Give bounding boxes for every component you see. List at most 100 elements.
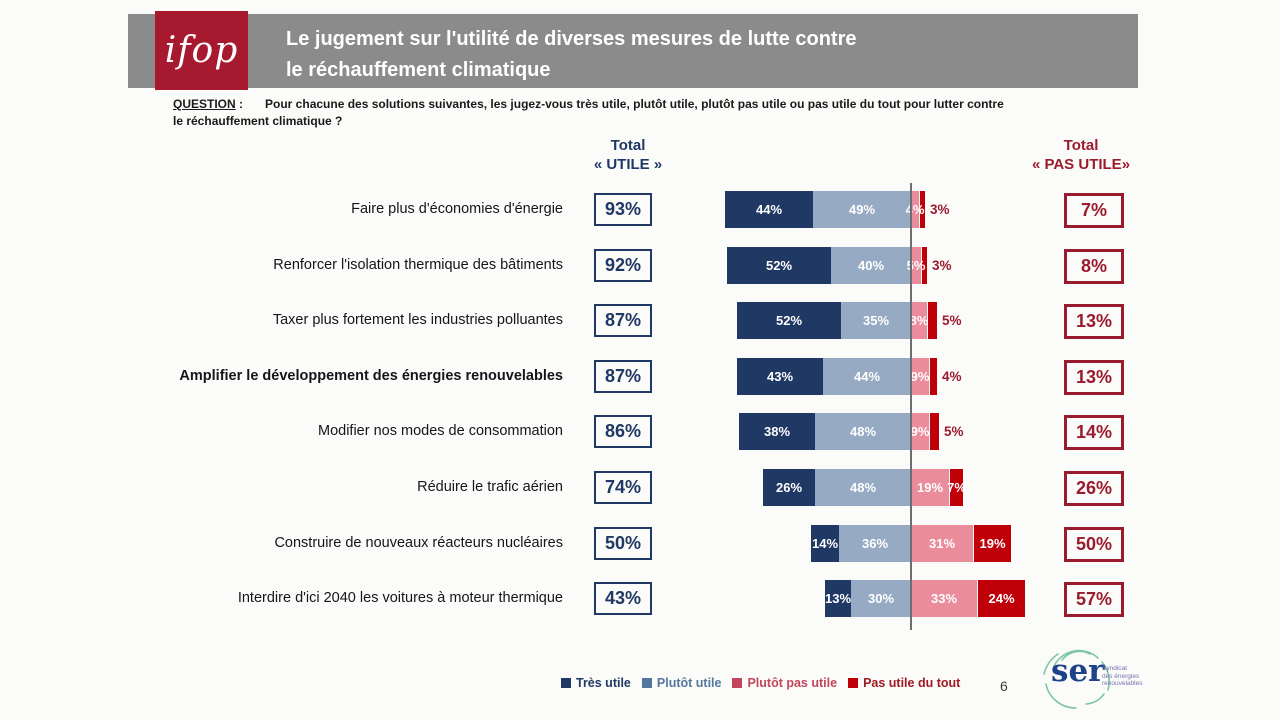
- bar-utile-group: 13% 30%: [824, 580, 911, 618]
- legend-label: Très utile: [576, 676, 631, 690]
- seg-plutot-utile: 48%: [815, 469, 911, 506]
- segment-value-label: 8%: [909, 313, 929, 329]
- table-row: Réduire le trafic aérien 74% 26% 48% 19% 7% 26…: [0, 469, 1280, 506]
- page-title-line2: le réchauffement climatique: [286, 59, 551, 81]
- segment-value-label-outside: 3%: [932, 257, 952, 273]
- seg-pas-utile-du-tout: [919, 191, 925, 228]
- total-utile-box: 92%: [594, 248, 652, 282]
- bar-pas-utile-group: 33% 24%: [911, 580, 1025, 618]
- seg-tres-utile: 43%: [737, 357, 823, 395]
- segment-value-label-outside: 5%: [944, 424, 964, 440]
- legend-swatch-icon: [641, 678, 652, 688]
- seg-pas-utile-du-tout: [921, 246, 927, 284]
- segment-value-label: 31%: [928, 535, 956, 551]
- seg-plutot-pas-utile: 4%: [906, 191, 924, 228]
- bar-utile-group: 44% 49%: [725, 191, 911, 228]
- seg-pas-utile-du-tout: [929, 357, 937, 395]
- segment-value-label: 36%: [861, 535, 889, 551]
- segment-value-label: 49%: [848, 202, 876, 217]
- table-row: Renforcer l'isolation thermique des bâti…: [0, 246, 1280, 284]
- seg-pas-utile-du-tout: [929, 413, 939, 451]
- table-row: Construire de nouveaux réacteurs nucléai…: [0, 524, 1280, 562]
- measure-label: Construire de nouveaux réacteurs nucléai…: [274, 534, 563, 551]
- segment-value-label: 43%: [766, 368, 794, 384]
- question-block: QUESTION : Pour chacune des solutions sui…: [173, 96, 1004, 130]
- legend-item: Plutôt pas utile: [732, 676, 837, 690]
- seg-plutot-utile: 30%: [851, 580, 911, 618]
- seg-pas-utile-du-tout: 7%: [947, 469, 966, 506]
- segment-value-label-outside: 5%: [942, 313, 962, 329]
- total-pas-utile-box: 7%: [1064, 193, 1124, 228]
- seg-plutot-utile: 48%: [815, 413, 911, 451]
- bar-pas-utile-group: 4% 3%: [906, 191, 950, 228]
- segment-value-label: 44%: [853, 368, 881, 384]
- bar-pas-utile-group: 31% 19%: [911, 524, 1011, 562]
- total-pas-utile-box: 26%: [1064, 471, 1124, 506]
- column-header-total-utile: Total « UTILE »: [593, 137, 663, 173]
- total-utile-box: 87%: [594, 304, 652, 338]
- measure-label: Modifier nos modes de consommation: [317, 423, 563, 440]
- legend-item: Très utile: [561, 676, 631, 690]
- total-pas-utile-box: 13%: [1064, 304, 1124, 340]
- segment-value-label: 9%: [910, 424, 930, 440]
- question-colon: :: [235, 97, 244, 111]
- legend-swatch-icon: [561, 678, 571, 688]
- bar-pas-utile-group: 9% 5%: [910, 413, 964, 451]
- seg-plutot-utile: 44%: [823, 357, 911, 395]
- column-header-total-pas-utile: Total « PAS UTILE»: [1031, 137, 1131, 173]
- measure-label: Taxer plus fortement les industries poll…: [272, 312, 563, 329]
- bar-utile-group: 52% 40%: [727, 246, 911, 284]
- segment-value-label: 26%: [775, 480, 803, 495]
- total-utile-box: 43%: [594, 582, 652, 616]
- page-title: Le jugement sur l'utilité de diverses me…: [286, 24, 856, 86]
- segment-value-label: 30%: [867, 591, 895, 607]
- bar-pas-utile-group: 8% 5%: [909, 302, 962, 340]
- bar-pas-utile-group: 9% 4%: [910, 357, 962, 395]
- segment-value-label: 13%: [824, 591, 852, 607]
- measure-label: Faire plus d'économies d'énergie: [351, 201, 563, 217]
- total-utile-box: 50%: [594, 526, 652, 560]
- table-row: Faire plus d'économies d'énergie 93% 44% 49…: [0, 191, 1280, 228]
- segment-value-label: 19%: [979, 535, 1006, 551]
- bar-utile-group: 43% 44%: [737, 357, 911, 395]
- segment-value-label: 48%: [849, 424, 877, 440]
- segment-value-label: 48%: [849, 480, 877, 495]
- table-row: Amplifier le développement des énergies …: [0, 357, 1280, 395]
- segment-value-label: 52%: [775, 313, 803, 329]
- segment-value-label: 35%: [862, 313, 890, 329]
- bar-utile-group: 26% 48%: [763, 469, 911, 506]
- ser-logo-subtext: Syndicat des énergies renouvelables: [1102, 665, 1143, 687]
- seg-plutot-pas-utile: 9%: [910, 413, 930, 451]
- ifop-logo-text: ifop: [164, 30, 239, 71]
- table-row: Modifier nos modes de consommation 86% 38%…: [0, 413, 1280, 451]
- segment-value-label: 9%: [910, 368, 930, 384]
- legend-label: Pas utile du tout: [863, 676, 961, 690]
- segment-value-label-outside: 3%: [930, 202, 950, 217]
- measure-label: Réduire le trafic aérien: [417, 479, 563, 495]
- seg-pas-utile-du-tout: [927, 302, 937, 340]
- total-pas-utile-box: 8%: [1064, 248, 1124, 284]
- segment-value-label-outside: 4%: [942, 368, 962, 384]
- legend-label: Plutôt pas utile: [747, 676, 838, 690]
- table-row: Interdire d'ici 2040 les voitures à mote…: [0, 580, 1280, 618]
- seg-pas-utile-du-tout: 24%: [977, 580, 1025, 618]
- axis-divider-line: [910, 183, 912, 630]
- total-utile-box: 93%: [594, 193, 652, 226]
- segment-value-label: 14%: [811, 535, 839, 551]
- segment-value-label: 52%: [765, 257, 793, 273]
- bar-utile-group: 38% 48%: [739, 413, 911, 451]
- legend-label: Plutôt utile: [656, 676, 722, 690]
- header-banner: [128, 14, 1138, 88]
- ser-logo-text: ser: [1051, 653, 1105, 689]
- bar-pas-utile-group: 5% 3%: [907, 246, 952, 284]
- seg-plutot-pas-utile: 8%: [909, 302, 929, 340]
- total-pas-utile-box: 57%: [1064, 582, 1124, 618]
- segment-value-label: 4%: [905, 202, 925, 217]
- total-utile-box: 74%: [594, 471, 652, 504]
- bar-utile-group: 14% 36%: [811, 524, 911, 562]
- legend-swatch-icon: [732, 678, 743, 688]
- legend-item: Pas utile du tout: [848, 676, 960, 690]
- table-row: Taxer plus fortement les industries poll…: [0, 302, 1280, 340]
